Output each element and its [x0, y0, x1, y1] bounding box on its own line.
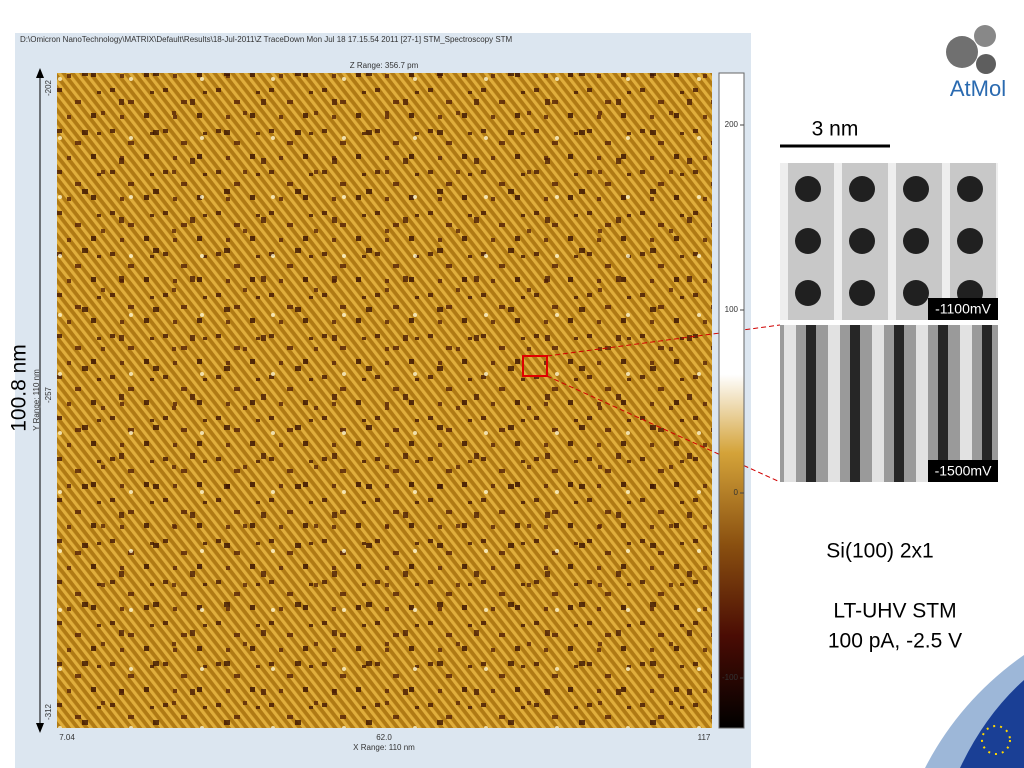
logo-text: AtMol	[950, 76, 1006, 101]
height-label: 100.8 nm	[8, 344, 31, 432]
selection-box	[522, 355, 548, 377]
inset-image	[780, 163, 998, 320]
x-axis-title: X Range: 110 nm	[353, 743, 415, 752]
sample-label: Si(100) 2x1	[826, 540, 933, 563]
file-path: D:\Omicron NanoTechnology\MATRIX\Default…	[20, 35, 513, 44]
logo-mark	[974, 25, 996, 47]
inset-label-bg	[928, 460, 998, 482]
colorbar-label: 100	[725, 305, 739, 314]
x-axis-label: 117	[698, 733, 711, 742]
eu-flag	[960, 680, 1024, 768]
logo-mark	[946, 36, 978, 68]
colorbar-label: 200	[725, 120, 739, 129]
method-label: LT-UHV STM	[833, 600, 956, 623]
x-axis-label: 62.0	[376, 733, 392, 742]
z-range: Z Range: 356.7 pm	[350, 61, 419, 70]
y-axis-label: -257	[44, 386, 53, 403]
inset-label: -1100mV	[935, 301, 991, 317]
arrow-head	[36, 68, 44, 78]
stm-defects	[57, 73, 712, 728]
y-axis-label: -312	[44, 703, 53, 720]
logo-mark	[976, 54, 996, 74]
inset-label-bg	[928, 298, 998, 320]
colorbar-label: -100	[722, 673, 739, 682]
y-axis-label: -202	[44, 79, 53, 96]
scale-label: 3 nm	[812, 118, 859, 141]
inset-image	[780, 325, 998, 482]
method-label: 100 pA, -2.5 V	[828, 630, 962, 653]
colorbar-label: 0	[734, 488, 739, 497]
arrow-head	[36, 723, 44, 733]
eu-stars	[981, 725, 1011, 755]
y-axis-title: Y Range: 110 nm	[32, 369, 41, 431]
x-axis-label: 7.04	[59, 733, 75, 742]
inset-label: -1500mV	[935, 463, 992, 479]
zoom-line	[546, 375, 781, 483]
colorbar	[718, 72, 745, 729]
